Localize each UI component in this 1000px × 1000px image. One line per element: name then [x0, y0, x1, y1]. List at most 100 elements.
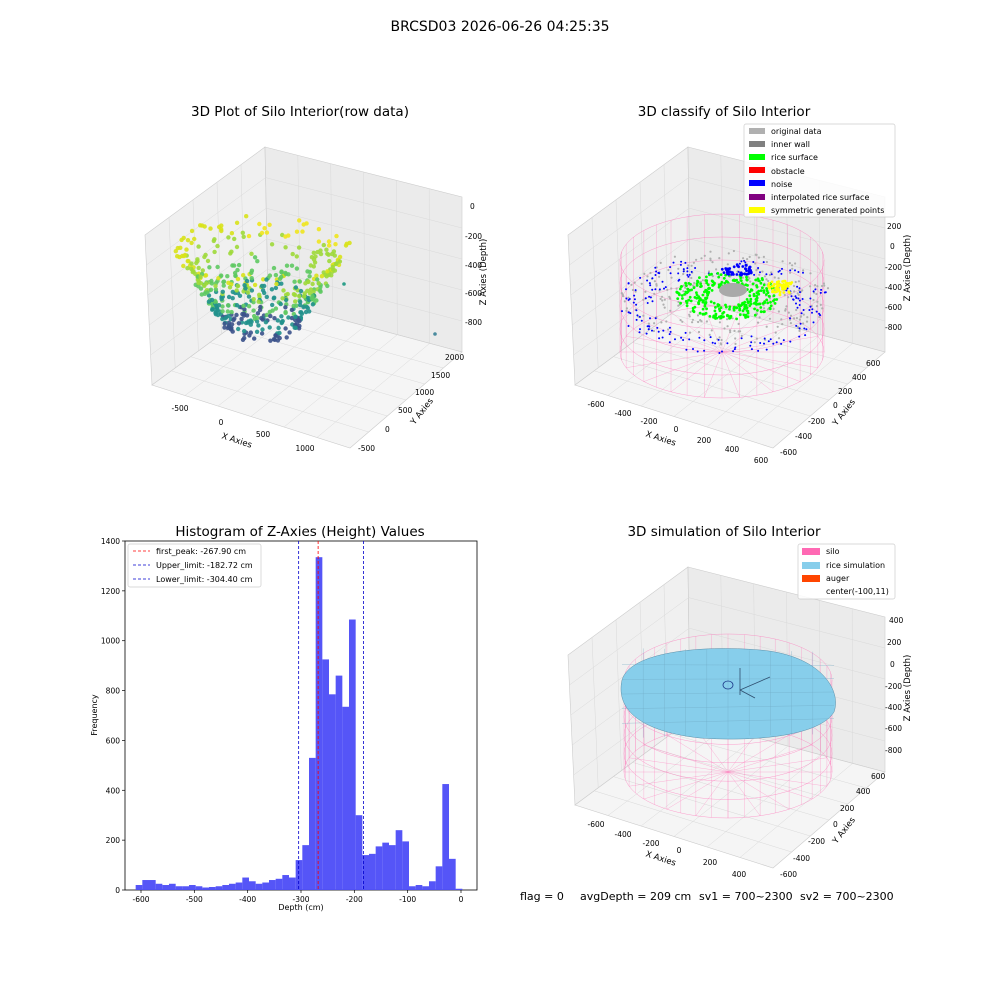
grid-line [146, 177, 463, 266]
hist-bar [442, 784, 449, 890]
cls-point [747, 269, 751, 273]
cls-point [726, 342, 729, 345]
cls-point [744, 267, 747, 270]
cls-point [661, 299, 664, 302]
raw-point [275, 338, 281, 343]
cls-point [765, 298, 769, 302]
cls-point [640, 319, 643, 322]
grid-line [573, 269, 886, 356]
cls-point [717, 275, 721, 279]
cls-point [786, 282, 790, 285]
cls-point [792, 317, 796, 320]
cls-point [793, 290, 796, 293]
cls-x-tick: 0 [674, 425, 679, 434]
grid-line [150, 269, 463, 356]
grid-line [363, 171, 366, 327]
raw-point [289, 263, 295, 268]
raw-point [311, 257, 317, 262]
raw-point [220, 316, 225, 322]
cls-y-ticks: -600 -400 -200 0 200 400 600 [780, 359, 881, 457]
sim-y-tick: 200 [840, 804, 855, 813]
raw-point [249, 270, 254, 275]
cls-point [774, 286, 778, 290]
cls-point [627, 311, 630, 314]
raw-point [249, 276, 254, 281]
hist-bar [155, 883, 163, 890]
cls-y-tick: 0 [833, 401, 838, 410]
raw-point [232, 236, 237, 242]
legend-label: inner wall [771, 140, 810, 149]
cls-point [686, 267, 689, 270]
silo-spoke [721, 306, 740, 353]
raw-z-tick: -800 [465, 318, 482, 327]
raw-point [294, 266, 300, 271]
raw-point [235, 267, 240, 273]
raw-point [311, 250, 316, 255]
cls-point [744, 303, 748, 307]
cls-point [740, 334, 743, 337]
raw-point [236, 262, 242, 268]
raw-x-tick: 1000 [295, 444, 314, 453]
hist-bar [402, 841, 409, 890]
cls-point [798, 287, 801, 290]
cls-point [684, 281, 687, 285]
cls-point [703, 349, 706, 352]
raw-point [252, 336, 257, 341]
hist-x-tick-label: -100 [399, 895, 416, 904]
raw-point [195, 258, 200, 264]
sim-x-tick: 200 [703, 858, 718, 867]
raw-point [290, 251, 295, 257]
raw-point [219, 273, 224, 278]
cls-point [782, 283, 786, 286]
cls-point [765, 273, 768, 276]
sim-x-label: X Axies [644, 849, 677, 868]
cls-point [705, 320, 709, 323]
cls-point [670, 276, 673, 279]
cls-point [646, 275, 649, 278]
raw-point [240, 230, 245, 235]
cls-point [691, 309, 695, 313]
hist-bar [222, 885, 229, 890]
panel-raw-data: 3D Plot of Silo Interior(row data) -500 … [144, 104, 489, 453]
silo-spoke [727, 771, 813, 800]
cls-point [765, 348, 768, 351]
cls-point [755, 312, 758, 315]
raw-point [215, 243, 220, 249]
cls-point [777, 288, 780, 292]
raw-point [297, 279, 302, 284]
cls-point [710, 329, 713, 332]
cls-point [728, 305, 732, 309]
raw-point [330, 264, 335, 270]
cls-point [625, 297, 628, 300]
cls-point [722, 310, 726, 314]
silo-spoke [643, 771, 729, 800]
cls-point [720, 338, 723, 342]
raw-point [249, 251, 254, 256]
cls-point [686, 270, 689, 273]
cls-point [755, 291, 759, 295]
cls-point [798, 335, 801, 338]
cls-point [687, 264, 690, 267]
cls-point [798, 327, 801, 330]
cls-point [655, 283, 658, 286]
cls-point [702, 299, 705, 302]
cls-point [772, 342, 775, 345]
hist-bar [295, 860, 303, 890]
cls-point [660, 321, 663, 324]
cls-point [699, 298, 703, 302]
sim-y-ticks: -600 -400 -200 0 200 400 600 [780, 772, 886, 879]
cls-point [768, 286, 771, 290]
raw-point [319, 274, 325, 279]
raw-point [308, 287, 313, 292]
raw-point [280, 296, 285, 301]
cls-point [635, 303, 638, 306]
raw-point [279, 269, 284, 274]
cls-point [673, 255, 677, 258]
raw-point [303, 309, 309, 315]
raw-point [196, 244, 201, 249]
cls-point [648, 282, 651, 285]
cls-point [746, 258, 749, 261]
silo-spoke [643, 744, 729, 773]
cls-point [758, 279, 761, 283]
